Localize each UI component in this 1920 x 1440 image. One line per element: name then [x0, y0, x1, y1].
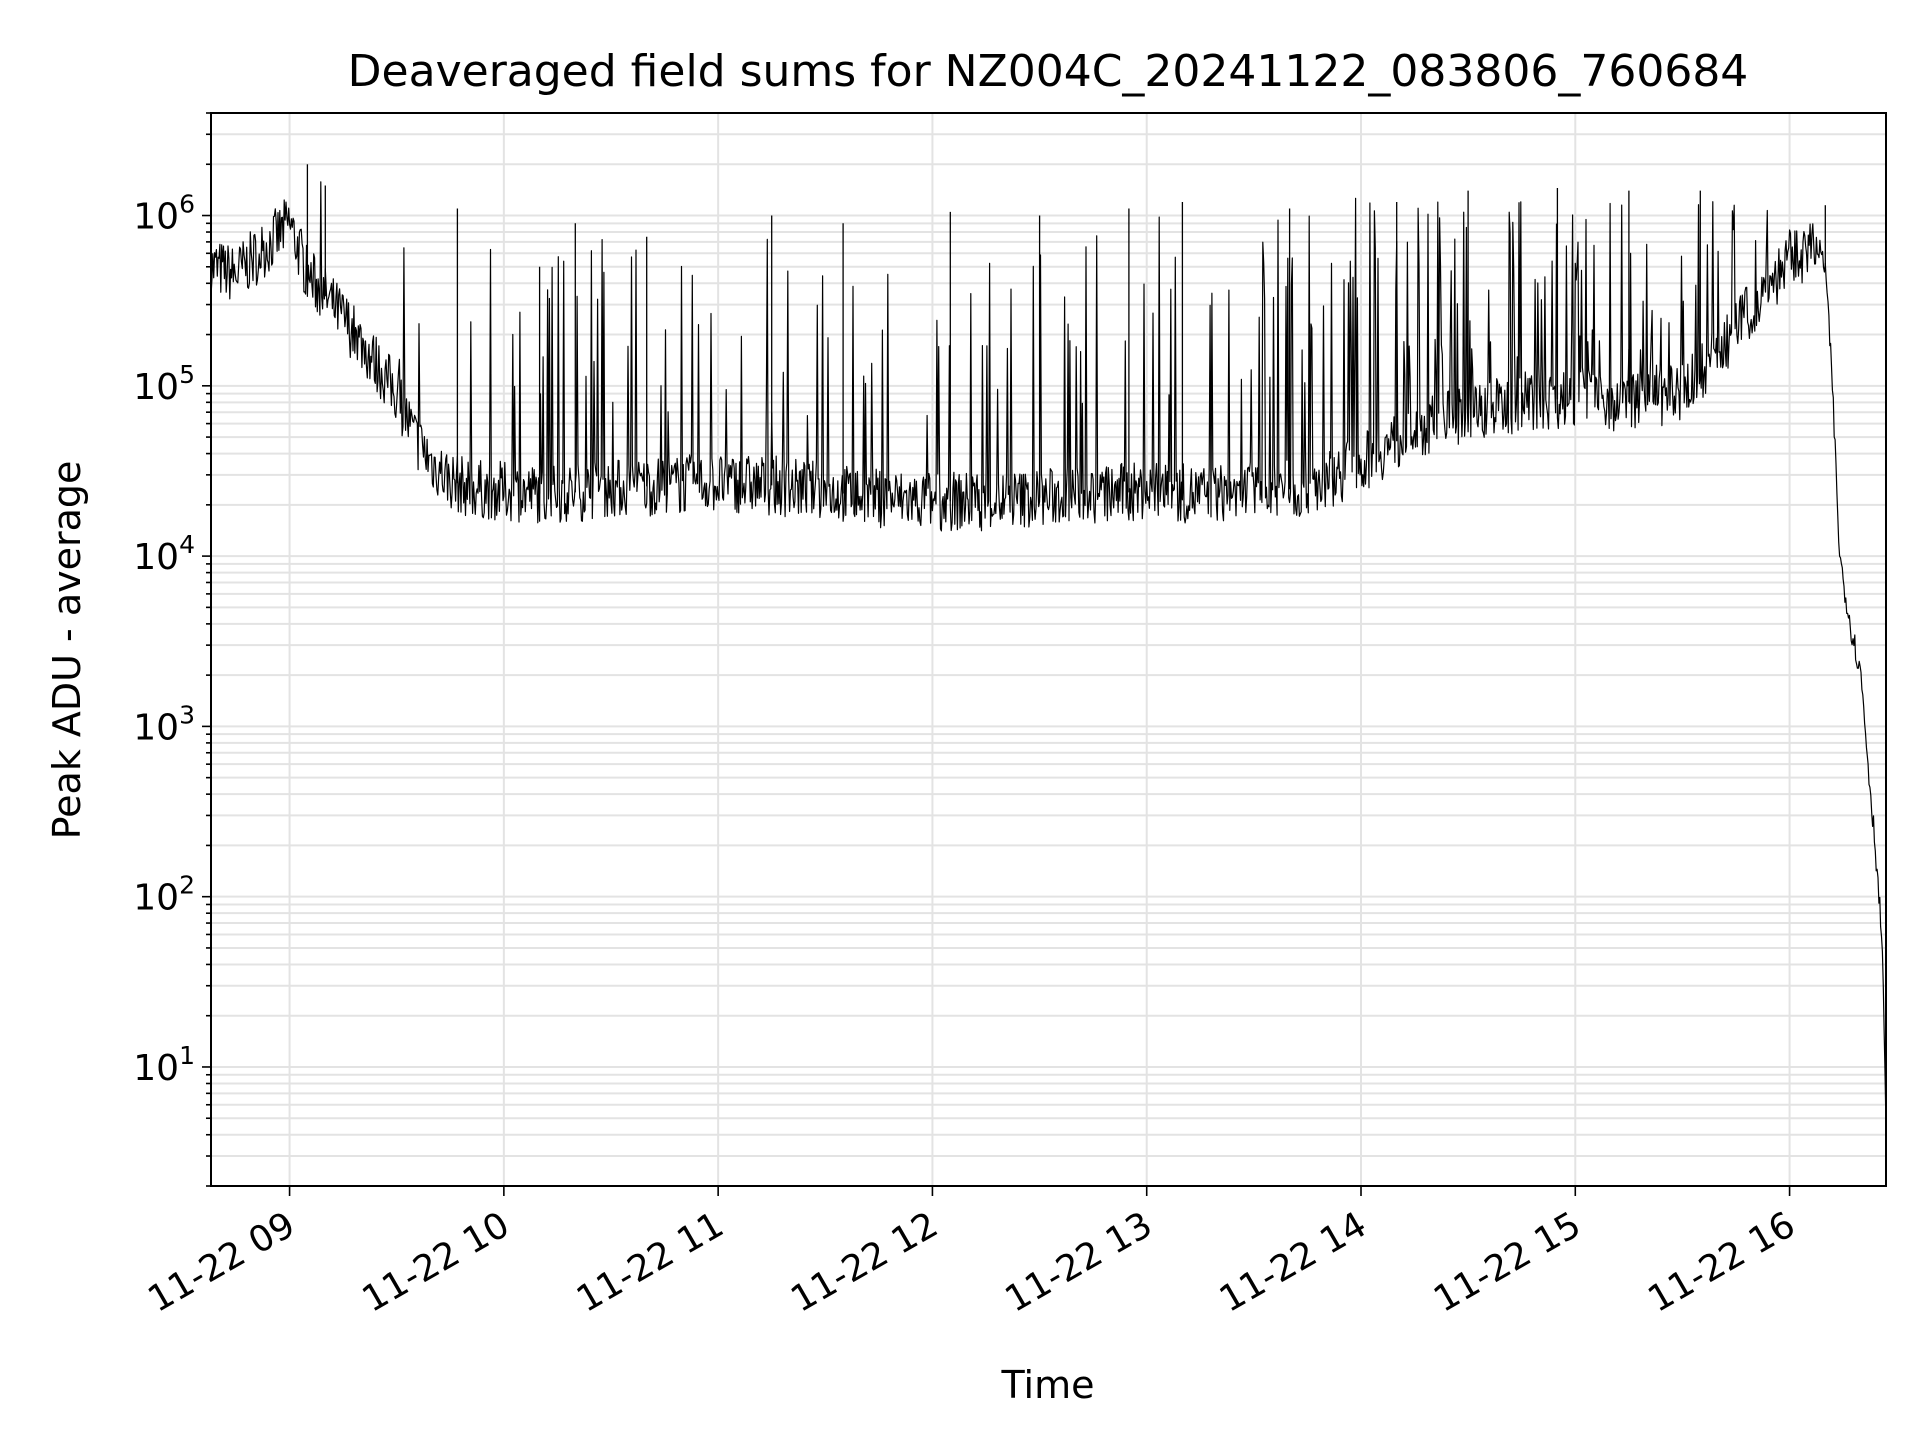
y-axis-label: Peak ADU - average [45, 461, 89, 840]
chart-title: Deaveraged field sums for NZ004C_2024112… [348, 46, 1749, 97]
y-tick-label: 102 [133, 871, 195, 919]
y-tick-label: 104 [133, 530, 195, 578]
y-axis: 101 102 103 104 105 106 [133, 112, 211, 1187]
y-tick-label: 101 [133, 1041, 195, 1089]
y-tick-label: 103 [133, 700, 195, 748]
series-line [210, 181, 1887, 1129]
data-series [210, 164, 1887, 1129]
y-tick-label: 105 [133, 360, 195, 408]
plot-frame [210, 112, 1887, 1187]
x-axis-label: Time [1001, 1363, 1095, 1407]
y-tick-label: 106 [133, 190, 195, 238]
